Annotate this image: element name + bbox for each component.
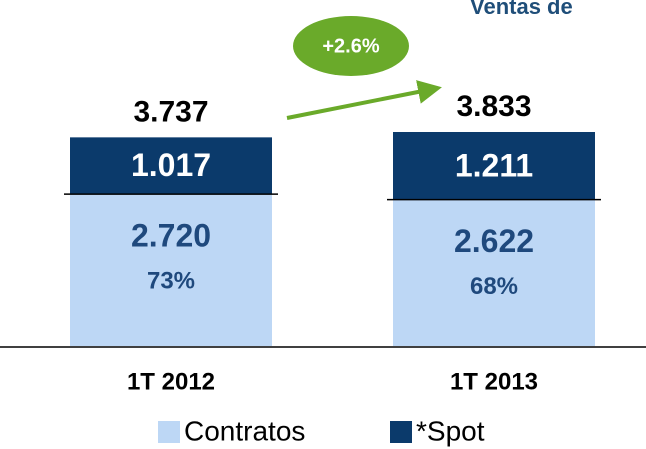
legend-label: *Spot: [416, 415, 485, 446]
value-label: 1.017: [131, 147, 211, 183]
growth-arrow: [286, 80, 442, 120]
total-label: 3.833: [456, 90, 531, 123]
share-label: 73%: [147, 267, 195, 294]
total-label: 3.737: [133, 95, 208, 128]
x-tick-label: 1T 2013: [450, 368, 538, 395]
value-label: 1.211: [455, 147, 533, 183]
bar-segment: [70, 194, 272, 346]
growth-bubble: [293, 16, 409, 76]
chart-title: Ventas de: [470, 0, 573, 19]
bar-segment: [70, 137, 272, 195]
x-tick-label: 1T 2012: [127, 368, 215, 395]
value-label: 2.720: [131, 218, 211, 254]
bar-segment: [393, 132, 595, 200]
legend-swatch: [390, 421, 412, 443]
legend-swatch: [158, 421, 180, 443]
legend-label: Contratos: [184, 415, 305, 446]
growth-label: +2.6%: [322, 35, 379, 57]
share-label: 68%: [470, 273, 518, 300]
bar-segment: [393, 199, 595, 346]
value-label: 2.622: [454, 223, 534, 259]
